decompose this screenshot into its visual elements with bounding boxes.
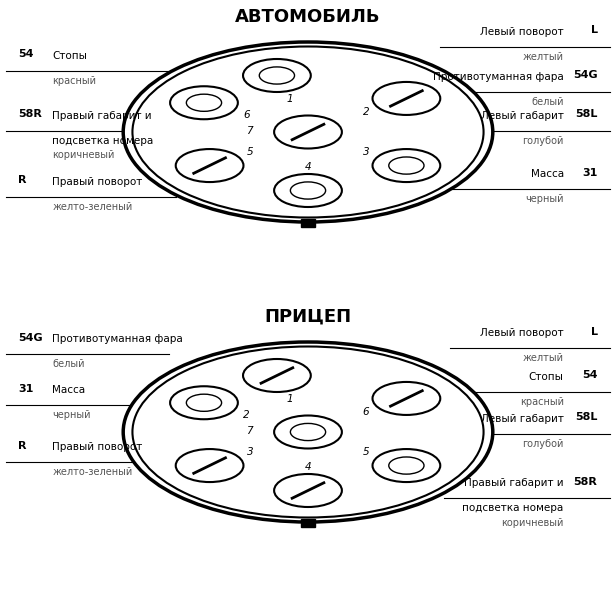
Text: Левый габарит: Левый габарит (480, 111, 564, 121)
Text: Правый поворот: Правый поворот (52, 442, 143, 452)
Text: ПРИЦЕП: ПРИЦЕП (264, 307, 352, 325)
Text: красный: красный (52, 76, 96, 86)
Text: 58R: 58R (573, 476, 598, 487)
Text: голубой: голубой (522, 136, 564, 146)
Text: черный: черный (52, 410, 91, 421)
Text: голубой: голубой (522, 439, 564, 449)
Text: 4: 4 (305, 161, 311, 172)
Text: 3: 3 (363, 147, 370, 157)
Text: 54: 54 (18, 49, 34, 59)
Text: R: R (18, 175, 27, 185)
Circle shape (123, 342, 493, 522)
Text: 5: 5 (246, 147, 253, 157)
Text: коричневый: коричневый (52, 150, 115, 160)
Text: Левый поворот: Левый поворот (480, 328, 564, 338)
Circle shape (373, 82, 440, 115)
Text: L: L (591, 326, 598, 337)
Circle shape (274, 174, 342, 207)
Text: 54G: 54G (18, 332, 43, 343)
Text: 54: 54 (582, 370, 598, 380)
Text: АВТОМОБИЛЬ: АВТОМОБИЛЬ (235, 7, 381, 25)
Text: 6: 6 (243, 110, 250, 120)
Circle shape (274, 115, 342, 148)
Text: Правый габарит и: Правый габарит и (52, 111, 152, 121)
Text: желтый: желтый (522, 52, 564, 62)
Text: Левый поворот: Левый поворот (480, 27, 564, 37)
Text: Правый габарит и: Правый габарит и (464, 478, 564, 488)
Text: желто-зеленый: желто-зеленый (52, 202, 132, 212)
Text: белый: белый (52, 359, 85, 370)
Text: Стопы: Стопы (529, 372, 564, 382)
Text: черный: черный (525, 194, 564, 205)
Text: 7: 7 (246, 125, 253, 136)
Text: 54G: 54G (573, 70, 598, 80)
Circle shape (243, 59, 311, 92)
Text: Противотуманная фара: Противотуманная фара (52, 334, 183, 344)
Circle shape (170, 386, 238, 419)
Text: 58L: 58L (575, 412, 598, 422)
Text: 6: 6 (363, 407, 370, 417)
Circle shape (123, 42, 493, 222)
Text: Левый габарит: Левый габарит (480, 414, 564, 424)
Text: L: L (591, 25, 598, 35)
Circle shape (373, 149, 440, 182)
Text: 5: 5 (363, 447, 370, 457)
Circle shape (373, 382, 440, 415)
Bar (301, 519, 315, 527)
Text: 4: 4 (305, 461, 311, 472)
Text: 58L: 58L (575, 109, 598, 119)
Circle shape (176, 449, 243, 482)
Text: коричневый: коричневый (501, 517, 564, 527)
Text: красный: красный (520, 397, 564, 407)
Text: 31: 31 (582, 167, 598, 178)
Text: Масса: Масса (530, 169, 564, 179)
Text: Стопы: Стопы (52, 51, 87, 61)
Text: R: R (18, 440, 27, 451)
Circle shape (243, 359, 311, 392)
Text: 2: 2 (243, 410, 250, 420)
Circle shape (274, 474, 342, 507)
Text: Правый поворот: Правый поворот (52, 177, 143, 187)
Text: 58R: 58R (18, 109, 43, 119)
Text: подсветка номера: подсветка номера (52, 136, 153, 146)
Text: желто-зеленый: желто-зеленый (52, 467, 132, 478)
Circle shape (176, 149, 243, 182)
Circle shape (274, 415, 342, 448)
Text: белый: белый (531, 97, 564, 107)
Text: 2: 2 (363, 107, 370, 117)
Text: 1: 1 (286, 394, 293, 404)
Text: подсветка номера: подсветка номера (463, 503, 564, 514)
Text: 31: 31 (18, 383, 34, 394)
Text: 7: 7 (246, 425, 253, 436)
Circle shape (170, 86, 238, 119)
Text: 1: 1 (286, 94, 293, 104)
Circle shape (373, 449, 440, 482)
Text: желтый: желтый (522, 353, 564, 364)
Bar (301, 219, 315, 226)
Text: 3: 3 (246, 447, 253, 457)
Text: Противотуманная фара: Противотуманная фара (433, 72, 564, 82)
Text: Масса: Масса (52, 385, 86, 395)
